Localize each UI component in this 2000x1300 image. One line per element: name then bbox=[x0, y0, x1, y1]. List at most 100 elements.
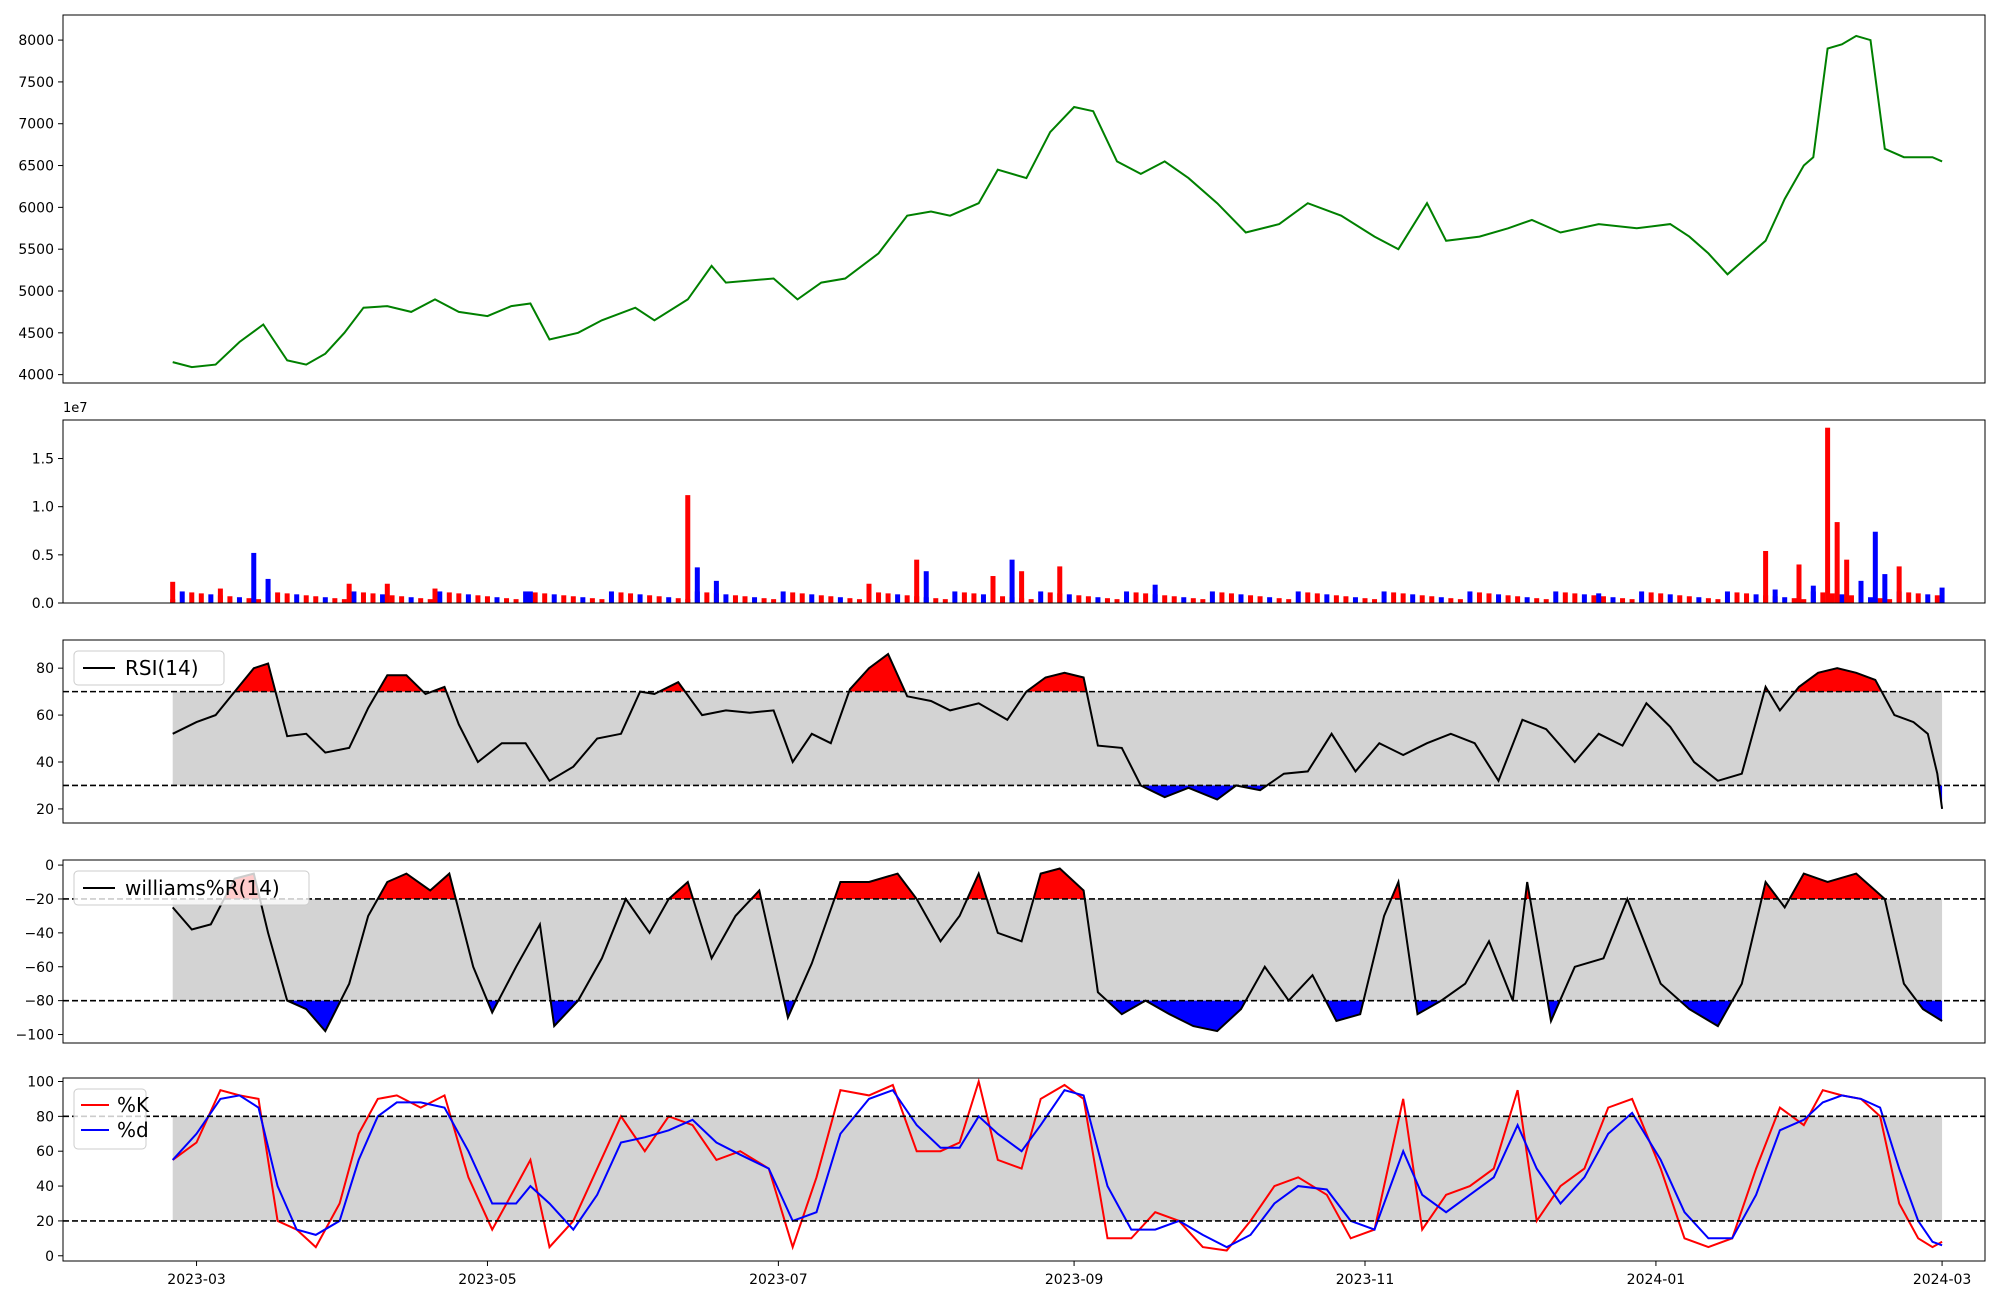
y-tick-label: 6500 bbox=[18, 159, 54, 175]
volume-bar bbox=[1143, 593, 1149, 603]
price-panel: 4000 4500 5000 5500 6000 6500 7000 7500 8000 bbox=[18, 14, 1986, 384]
volume-bar bbox=[809, 594, 815, 603]
volume-bar bbox=[322, 597, 328, 603]
y-tick-label: 7000 bbox=[18, 117, 54, 133]
volume-bar bbox=[1429, 596, 1435, 603]
volume-bar bbox=[208, 594, 214, 603]
y-tick-label: 20 bbox=[36, 802, 54, 818]
volume-bar bbox=[1524, 597, 1530, 603]
volume-bar bbox=[1872, 531, 1878, 603]
volume-bar bbox=[1515, 596, 1521, 603]
volume-bar bbox=[1882, 574, 1888, 603]
y-tick-label: −80 bbox=[24, 994, 54, 1010]
volume-bar bbox=[732, 595, 738, 603]
y-tick-label: 60 bbox=[36, 1144, 54, 1160]
volume-bar bbox=[1829, 593, 1835, 603]
overbought-fill bbox=[234, 663, 276, 692]
volume-bar bbox=[1324, 594, 1330, 603]
y-tick-label: 5500 bbox=[18, 242, 54, 258]
volume-bar bbox=[504, 598, 510, 603]
volume-bar bbox=[1333, 595, 1339, 603]
volume-bar bbox=[1677, 595, 1683, 603]
y-tick-label: −40 bbox=[24, 926, 54, 942]
volume-bar bbox=[1610, 597, 1616, 603]
volume-bar bbox=[1047, 592, 1053, 603]
stochastic-legend: %K%d bbox=[73, 1088, 150, 1150]
legend-label: %d bbox=[117, 1118, 149, 1142]
oversold-fill bbox=[1140, 785, 1267, 800]
volume-bar bbox=[1868, 597, 1874, 603]
volume-bar bbox=[1629, 599, 1635, 603]
volume-bar bbox=[1744, 593, 1750, 603]
volume-bar bbox=[1295, 591, 1301, 603]
y-tick-label: 1.5 bbox=[32, 452, 54, 468]
volume-bar bbox=[351, 591, 357, 603]
volume-bar bbox=[432, 588, 438, 603]
volume-bar bbox=[1391, 592, 1397, 603]
volume-bar bbox=[427, 599, 433, 603]
overbought-fill bbox=[377, 873, 456, 899]
volume-bar bbox=[589, 598, 595, 603]
williams-panel: −100 −80 −60 −40 −20 0 williams%R(14) bbox=[16, 858, 1986, 1044]
volume-bar bbox=[1114, 599, 1120, 603]
volume-bar bbox=[818, 595, 824, 603]
volume-bar bbox=[389, 595, 395, 603]
volume-bar bbox=[771, 599, 777, 603]
y-tick-label: 40 bbox=[36, 1179, 54, 1195]
volume-bar bbox=[980, 594, 986, 603]
volume-bar bbox=[1467, 591, 1473, 603]
volume-bar bbox=[418, 598, 424, 603]
volume-bar bbox=[1248, 595, 1254, 603]
y-tick-label: 1.0 bbox=[32, 500, 54, 516]
volume-bar bbox=[1887, 599, 1893, 603]
y-tick-label: 0.5 bbox=[32, 548, 54, 564]
volume-bar bbox=[837, 597, 843, 603]
volume-bar bbox=[742, 596, 748, 603]
volume-bar bbox=[1810, 585, 1816, 603]
volume-bar bbox=[1591, 595, 1597, 603]
volume-bar bbox=[1410, 594, 1416, 603]
neutral-band bbox=[172, 691, 1943, 786]
volume-bar bbox=[1906, 592, 1912, 603]
volume-bar bbox=[1581, 594, 1587, 603]
y-tick-label: 5000 bbox=[18, 284, 54, 300]
volume-bar bbox=[494, 597, 500, 603]
volume-bar bbox=[933, 598, 939, 603]
volume-bar bbox=[484, 596, 490, 603]
volume-bar bbox=[1705, 598, 1711, 603]
volume-bar bbox=[217, 588, 223, 603]
volume-bar bbox=[876, 592, 882, 603]
volume-bar bbox=[408, 597, 414, 603]
volume-bar bbox=[1267, 597, 1273, 603]
volume-bar bbox=[1934, 595, 1940, 603]
volume-bar bbox=[1362, 598, 1368, 603]
volume-bar bbox=[1658, 593, 1664, 603]
y-tick-label: 80 bbox=[36, 661, 54, 677]
percent-k-line bbox=[172, 1077, 1943, 1252]
volume-bar bbox=[618, 592, 624, 603]
overbought-fill bbox=[849, 654, 905, 692]
volume-bar bbox=[694, 567, 700, 603]
overbought-fill bbox=[377, 675, 424, 692]
neutral-band bbox=[172, 898, 1943, 1001]
volume-bar bbox=[1686, 596, 1692, 603]
volume-bar bbox=[1825, 427, 1831, 603]
volume-bar bbox=[847, 598, 853, 603]
x-tick-label: 2023-03 bbox=[167, 1272, 226, 1288]
volume-bar bbox=[446, 592, 452, 603]
percent-d-line bbox=[171, 1088, 1943, 1249]
volume-bar bbox=[1667, 594, 1673, 603]
volume-bar bbox=[942, 599, 948, 603]
y-tick-label: 6000 bbox=[18, 200, 54, 216]
volume-bar bbox=[227, 596, 233, 603]
volume-bar bbox=[1257, 596, 1263, 603]
volume-bar bbox=[1104, 598, 1110, 603]
volume-bar bbox=[542, 593, 548, 603]
williams-legend: williams%R(14) bbox=[73, 870, 310, 906]
volume-bar bbox=[1171, 596, 1177, 603]
volume-bar bbox=[1181, 597, 1187, 603]
volume-bar bbox=[246, 598, 252, 603]
volume-bar bbox=[189, 592, 195, 603]
volume-bar bbox=[275, 592, 281, 603]
volume-bar bbox=[294, 594, 300, 603]
